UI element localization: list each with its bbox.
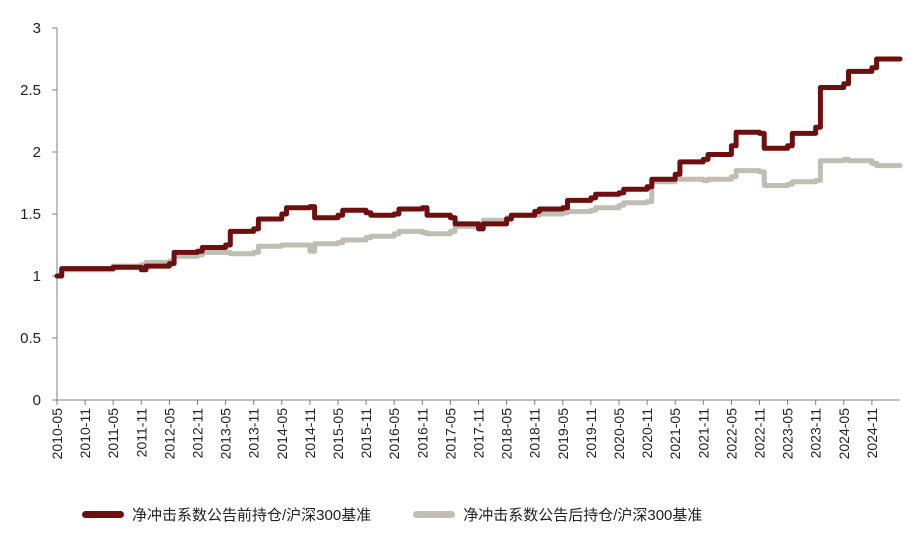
x-tick-label: 2014-11 bbox=[302, 408, 318, 459]
x-tick-label: 2016-11 bbox=[414, 408, 430, 459]
x-tick-label: 2018-11 bbox=[527, 408, 543, 459]
x-tick-label: 2012-05 bbox=[161, 408, 177, 460]
x-tick-label: 2014-05 bbox=[274, 408, 290, 460]
y-tick-label: 2 bbox=[33, 144, 41, 161]
x-tick-label: 2024-11 bbox=[864, 408, 880, 459]
x-tick-label: 2015-05 bbox=[330, 408, 346, 460]
x-tick-label: 2015-11 bbox=[358, 408, 374, 459]
x-tick-label: 2021-11 bbox=[695, 408, 711, 459]
x-tick-label: 2013-11 bbox=[246, 408, 262, 459]
x-tick-label: 2022-11 bbox=[752, 408, 768, 459]
x-tick-label: 2010-11 bbox=[77, 408, 93, 459]
legend-item-post: 净冲击系数公告后持仓/沪深300基准 bbox=[413, 504, 702, 525]
legend-item-pre: 净冲击系数公告前持仓/沪深300基准 bbox=[82, 504, 371, 525]
legend: 净冲击系数公告前持仓/沪深300基准 净冲击系数公告后持仓/沪深300基准 bbox=[82, 504, 744, 525]
x-tick-label: 2013-05 bbox=[218, 408, 234, 460]
x-tick-label: 2011-11 bbox=[133, 408, 149, 458]
y-tick-label: 1 bbox=[33, 268, 41, 285]
x-tick-label: 2021-05 bbox=[667, 408, 683, 460]
y-tick-label: 1.5 bbox=[20, 206, 41, 223]
y-tick-label: 2.5 bbox=[20, 82, 41, 99]
x-tick-label: 2017-05 bbox=[442, 408, 458, 460]
legend-label-post: 净冲击系数公告后持仓/沪深300基准 bbox=[463, 507, 703, 524]
series-line-pre-announcement bbox=[54, 56, 903, 279]
y-axis: 0 0.5 1 1.5 2 2.5 3 bbox=[20, 20, 58, 409]
x-tick-label: 2019-05 bbox=[555, 408, 571, 460]
legend-swatch-post bbox=[413, 511, 456, 518]
y-tick-label: 3 bbox=[33, 20, 41, 37]
x-tick-label: 2022-05 bbox=[723, 408, 739, 460]
x-axis: 2010-05 2010-11 2011-05 2011-11 2012-05 2012-… bbox=[49, 399, 900, 460]
x-tick-label: 2020-05 bbox=[611, 408, 627, 460]
x-tick-label: 2018-05 bbox=[499, 408, 515, 460]
x-tick-label: 2024-05 bbox=[836, 408, 852, 460]
series-layer bbox=[54, 56, 903, 279]
x-tick-label: 2023-11 bbox=[808, 408, 824, 459]
x-tick-label: 2019-11 bbox=[583, 408, 599, 459]
x-tick-label: 2017-11 bbox=[471, 408, 487, 459]
y-tick-label: 0.5 bbox=[20, 330, 41, 347]
y-tick-label: 0 bbox=[33, 392, 41, 409]
x-tick-label: 2016-05 bbox=[386, 408, 402, 460]
x-tick-label: 2012-11 bbox=[190, 408, 206, 459]
x-tick-label: 2023-05 bbox=[780, 408, 796, 460]
x-tick-label: 2020-11 bbox=[639, 408, 655, 459]
legend-label-pre: 净冲击系数公告前持仓/沪深300基准 bbox=[132, 507, 372, 524]
series-line-post-announcement bbox=[54, 156, 903, 279]
legend-swatch-pre bbox=[82, 511, 124, 518]
x-tick-label: 2011-05 bbox=[105, 408, 121, 459]
x-tick-label: 2010-05 bbox=[49, 408, 65, 460]
